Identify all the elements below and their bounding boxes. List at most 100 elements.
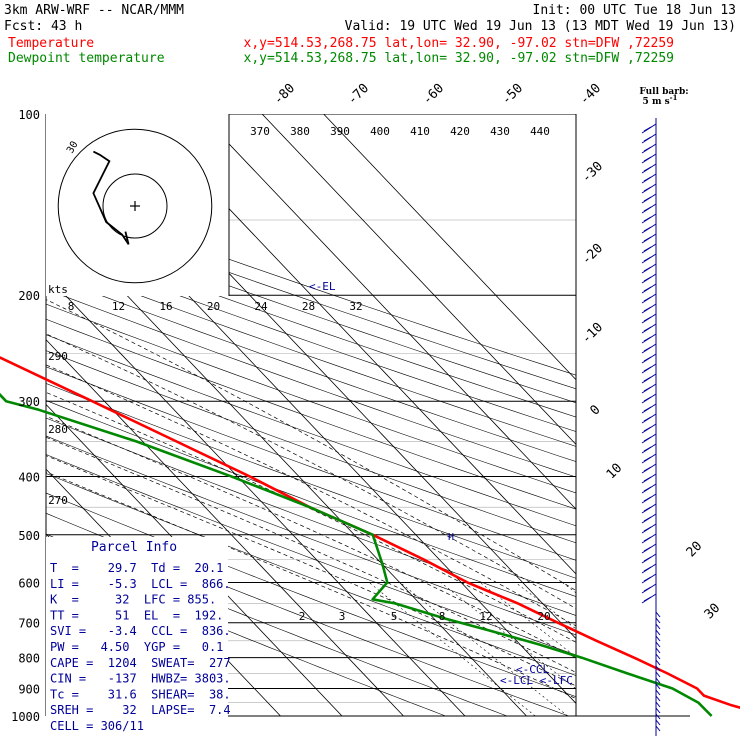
wind-barb-flag xyxy=(643,596,652,602)
mixing-ratio-label: 20 xyxy=(537,610,550,623)
wind-barbs xyxy=(641,118,661,736)
pressure-tick-label: 700 xyxy=(18,617,40,631)
barb-legend-title: Full barb: xyxy=(639,87,688,97)
wind-barb-flag xyxy=(643,556,652,562)
forecast-hour: Fcst: 43 h xyxy=(4,19,82,34)
wind-barb-low xyxy=(655,695,661,702)
dry-adiabat xyxy=(46,232,576,418)
hodograph-speed-label: 8 xyxy=(68,300,75,313)
dry-adiabat xyxy=(46,383,576,579)
wind-barb-low xyxy=(655,611,661,618)
temperature-tick-label: -40 xyxy=(577,81,604,108)
wind-barb-flag xyxy=(643,406,652,412)
wind-barb-flag xyxy=(643,336,652,342)
temperature-label: Temperature xyxy=(8,36,94,51)
lcl-lfc-marker: <-LCL <-LFC xyxy=(500,674,573,687)
temperature-tick-label: 10 xyxy=(604,461,626,483)
wind-barb-flag xyxy=(643,506,652,512)
dry-adiabat xyxy=(46,318,576,510)
wind-barb-flag xyxy=(643,566,652,572)
temperature-info: x,y=514.53,268.75 lat,lon= 32.90, -97.02… xyxy=(244,36,674,51)
parcel-info-row: SVI = -3.4 CCL = 836. xyxy=(50,624,231,638)
wind-barb-flag xyxy=(643,146,652,152)
wind-barb-low xyxy=(655,629,661,636)
isotherm-line xyxy=(46,339,404,716)
theta-tick-label: 420 xyxy=(450,125,470,138)
left-theta-label: 280 xyxy=(48,423,68,436)
wind-barb-flag xyxy=(643,496,652,502)
hodograph-ring-outer xyxy=(57,128,213,284)
wind-barb-flag xyxy=(643,136,652,142)
dry-adiabat xyxy=(46,303,576,494)
temperature-tick-label: -20 xyxy=(579,241,606,268)
isotherm-line xyxy=(138,114,576,575)
moist-adiabat xyxy=(46,364,576,627)
mixing-ratio-line xyxy=(440,582,576,690)
wind-barb-low xyxy=(655,725,661,732)
pressure-tick-label: 500 xyxy=(18,529,40,543)
plot-area xyxy=(46,114,576,716)
dry-adiabat xyxy=(46,400,576,597)
theta-tick-label: 410 xyxy=(410,125,430,138)
moist-adiabat xyxy=(46,391,576,643)
parcel-info-row: CIN = -137 HWBZ= 3803. xyxy=(50,672,231,686)
wind-barb-low xyxy=(655,647,661,654)
wind-barb-low xyxy=(655,683,661,690)
left-theta-label: 290 xyxy=(48,350,68,363)
dry-adiabat xyxy=(46,417,576,616)
wind-barb-flag xyxy=(643,386,652,392)
wind-barb-flag xyxy=(643,226,652,232)
mixing-ratio-label: 12 xyxy=(479,610,492,623)
wind-barb-flag xyxy=(643,526,652,532)
el-marker: <-EL xyxy=(309,280,336,293)
dewpoint-label: Dewpoint temperature xyxy=(8,51,165,66)
isotherm-line xyxy=(200,114,576,510)
dry-adiabat xyxy=(46,334,576,527)
wind-barb-flag xyxy=(643,266,652,272)
pressure-tick-label: 900 xyxy=(18,682,40,696)
wind-barb-flag xyxy=(643,546,652,552)
dewpoint-curve xyxy=(0,392,713,717)
wind-barb-flag xyxy=(643,306,652,312)
wind-barb-flag xyxy=(643,166,652,172)
wind-barb-flag xyxy=(643,486,652,492)
barb-legend-value: 5 m s-1 xyxy=(643,93,678,107)
hodograph-speed-label: 32 xyxy=(349,300,362,313)
wind-barb-low xyxy=(655,653,661,660)
valid-time: Valid: 19 UTC Wed 19 Jun 13 (13 MDT Wed … xyxy=(345,19,736,34)
wind-barb-flag xyxy=(643,456,652,462)
wind-barb-low xyxy=(655,719,661,726)
wind-barb-low xyxy=(655,689,661,696)
pressure-tick-label: 200 xyxy=(18,289,40,303)
wind-barb-flag xyxy=(643,416,652,422)
temperature-tick-label: 30 xyxy=(702,601,724,623)
pressure-tick-label: 600 xyxy=(18,576,40,590)
parcel-info-row: CAPE = 1204 SWEAT= 277 xyxy=(50,656,231,670)
wind-barb-flag xyxy=(643,176,652,182)
parcel-info-row: T = 29.7 Td = 20.1 xyxy=(50,561,223,575)
ccl-marker: <-CCL xyxy=(516,663,549,676)
wind-barb-flag xyxy=(643,346,652,352)
wind-barb-low xyxy=(655,623,661,630)
parcel-info-row: SREH = 32 LAPSE= 7.4 xyxy=(50,703,231,717)
init-time: Init: 00 UTC Tue 18 Jun 13 xyxy=(533,3,737,18)
wind-barb-low xyxy=(655,641,661,648)
wind-barb-flag xyxy=(643,536,652,542)
dry-adiabat xyxy=(46,260,576,447)
wind-barb-flag xyxy=(643,576,652,582)
dry-adiabat xyxy=(46,473,576,676)
wind-barb-flag xyxy=(643,156,652,162)
moist-adiabat xyxy=(46,333,576,609)
hodograph-ring-label: 30 xyxy=(65,140,81,156)
pressure-tick-label: 100 xyxy=(18,108,40,122)
parcel-info-title: Parcel Info xyxy=(91,540,177,555)
temperature-tick-label: -70 xyxy=(345,81,372,108)
pressure-tick-label: 800 xyxy=(18,652,40,666)
wind-barb-flag xyxy=(643,246,652,252)
hodograph-trace xyxy=(92,150,130,245)
wind-barb-low xyxy=(655,713,661,720)
moist-adiabat xyxy=(46,299,576,591)
parcel-info-row: TT = 51 EL = 192. xyxy=(50,608,223,622)
wind-barb-flag xyxy=(643,296,652,302)
temperature-tick-label: -80 xyxy=(271,81,298,108)
